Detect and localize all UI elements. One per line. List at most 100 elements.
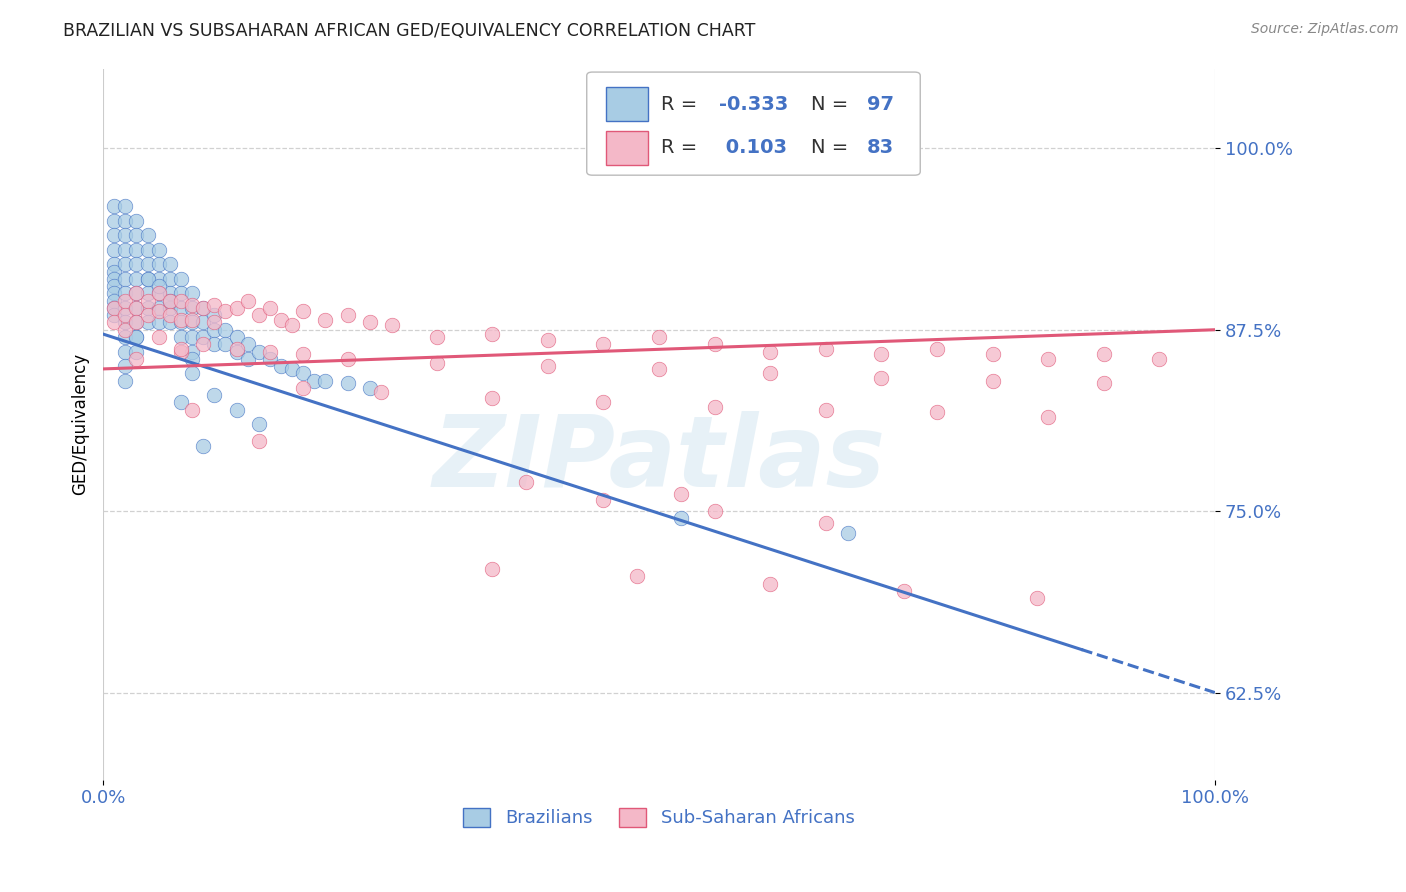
Point [1026,591,1049,606]
Point [114,344,136,359]
Point [1092,376,1115,391]
Point [193,337,215,351]
Point [136,301,159,315]
Point [481,391,503,405]
Point [170,342,193,356]
Text: N =: N = [811,95,855,114]
Point [170,395,193,409]
Point [236,351,259,366]
Point [202,298,225,312]
Y-axis label: GED/Equivalency: GED/Equivalency [72,353,89,495]
Point [247,344,270,359]
Point [292,347,315,361]
Text: ZIPatlas: ZIPatlas [433,411,886,508]
Point [225,301,247,315]
Point [759,576,782,591]
Point [103,265,125,279]
Point [671,487,693,501]
Point [925,342,948,356]
Point [304,374,326,388]
Point [481,327,503,342]
Point [1036,409,1059,424]
Point [148,279,170,293]
Point [159,308,181,322]
Point [170,316,193,330]
Point [181,351,204,366]
Point [426,356,449,370]
Point [125,257,148,271]
Point [148,304,170,318]
Text: -0.333: -0.333 [718,95,789,114]
Point [125,316,148,330]
Point [103,243,125,257]
Point [314,374,336,388]
Point [136,228,159,243]
Bar [606,87,648,121]
Point [170,272,193,286]
Point [125,272,148,286]
Point [103,272,125,286]
Point [114,243,136,257]
Point [214,304,236,318]
Point [125,330,148,344]
Point [103,308,125,322]
Point [114,301,136,315]
Point [981,347,1004,361]
Point [114,199,136,213]
Point [103,286,125,301]
Text: 83: 83 [868,138,894,157]
Text: N =: N = [811,138,855,157]
Point [925,405,948,419]
Point [703,337,725,351]
Point [214,323,236,337]
Point [148,316,170,330]
Point [114,293,136,308]
Point [814,402,837,417]
Point [626,569,648,583]
Point [136,272,159,286]
Point [537,333,560,347]
Point [537,359,560,373]
Point [181,316,204,330]
Point [336,308,359,322]
Point [181,344,204,359]
Point [136,316,159,330]
Point [703,400,725,414]
Point [125,351,148,366]
Point [103,316,125,330]
Point [170,301,193,315]
Point [125,301,148,315]
Point [114,272,136,286]
Point [136,308,159,322]
Point [114,214,136,228]
Point [170,344,193,359]
Point [259,351,281,366]
Point [292,304,315,318]
Point [814,342,837,356]
Point [148,301,170,315]
Point [671,511,693,525]
Text: 97: 97 [868,95,894,114]
Point [103,301,125,315]
Point [114,330,136,344]
Point [292,381,315,395]
Point [314,312,336,326]
Point [148,243,170,257]
Point [981,374,1004,388]
Point [703,504,725,518]
Point [281,318,304,333]
Point [114,316,136,330]
Point [247,434,270,449]
Point [1092,347,1115,361]
Point [281,362,304,376]
Point [103,293,125,308]
Point [270,359,292,373]
Point [181,312,204,326]
Point [592,395,614,409]
Point [225,344,247,359]
Point [103,228,125,243]
Point [148,272,170,286]
Point [181,366,204,380]
Point [181,298,204,312]
Point [336,376,359,391]
